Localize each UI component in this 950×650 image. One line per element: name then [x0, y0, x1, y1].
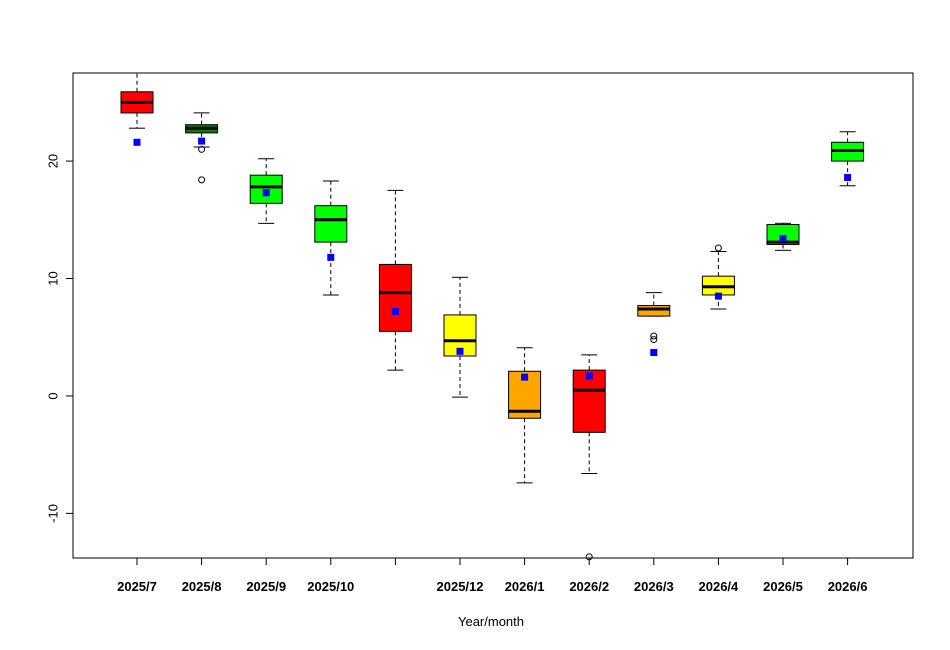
mean-marker: [327, 253, 335, 261]
box-body: [249, 174, 283, 204]
box-body: [766, 223, 800, 245]
box-body: [637, 305, 671, 317]
x-tick-label: 2025/7: [117, 579, 157, 594]
box-blank: [378, 189, 412, 371]
mean-marker: [456, 347, 464, 355]
mean-marker: [779, 235, 787, 243]
mean-marker: [391, 307, 399, 315]
mean-marker: [198, 137, 206, 145]
x-tick-label: 2026/4: [699, 579, 740, 594]
box-2026/6: [831, 131, 865, 187]
mean-marker: [521, 373, 529, 381]
box-2026/3: [637, 292, 671, 356]
y-tick-label: 0: [45, 392, 60, 399]
mean-marker: [650, 348, 658, 356]
box-2026/5: [766, 222, 800, 251]
box-body: [314, 205, 348, 243]
x-tick-label: 2025/10: [307, 579, 354, 594]
box-2026/2: [572, 354, 606, 561]
mean-marker: [262, 189, 270, 197]
outlier-point: [650, 336, 658, 344]
box-2026/4: [701, 244, 735, 310]
box-2025/7: [120, 72, 154, 146]
box-body: [572, 369, 606, 433]
x-tick-label: 2025/8: [182, 579, 222, 594]
y-axis: -10 0 10 20: [45, 154, 73, 523]
y-tick-label: 10: [45, 271, 60, 285]
outlier-point: [198, 176, 206, 184]
x-axis: 2025/7 2025/8 2025/9 2025/10 2025/12 2026/1 20…: [117, 558, 867, 594]
outlier-point: [650, 332, 658, 340]
x-tick-label: 2026/6: [828, 579, 868, 594]
mean-marker: [714, 292, 722, 300]
x-axis-label: Year/month: [458, 614, 524, 629]
boxes-group: [120, 72, 865, 561]
mean-marker: [133, 138, 141, 146]
box-body: [378, 263, 412, 332]
x-tick-label: 2026/3: [634, 579, 674, 594]
mean-marker: [844, 174, 852, 182]
mean-marker: [585, 372, 593, 380]
y-tick-label: -10: [45, 504, 60, 523]
box-2026/1: [508, 347, 542, 484]
outlier-point: [198, 145, 206, 153]
x-tick-label: 2026/1: [505, 579, 545, 594]
x-tick-label: 2025/12: [437, 579, 484, 594]
outlier-point: [714, 244, 722, 252]
x-tick-label: 2026/2: [569, 579, 609, 594]
outlier-point: [585, 553, 593, 561]
box-2025/12: [443, 276, 477, 398]
box-2025/8: [185, 112, 219, 184]
box-2025/10: [314, 180, 348, 296]
x-tick-label: 2025/9: [246, 579, 286, 594]
x-tick-label: 2026/5: [763, 579, 803, 594]
y-tick-label: 20: [45, 154, 60, 168]
box-2025/9: [249, 158, 283, 224]
plot-frame: [72, 72, 914, 559]
